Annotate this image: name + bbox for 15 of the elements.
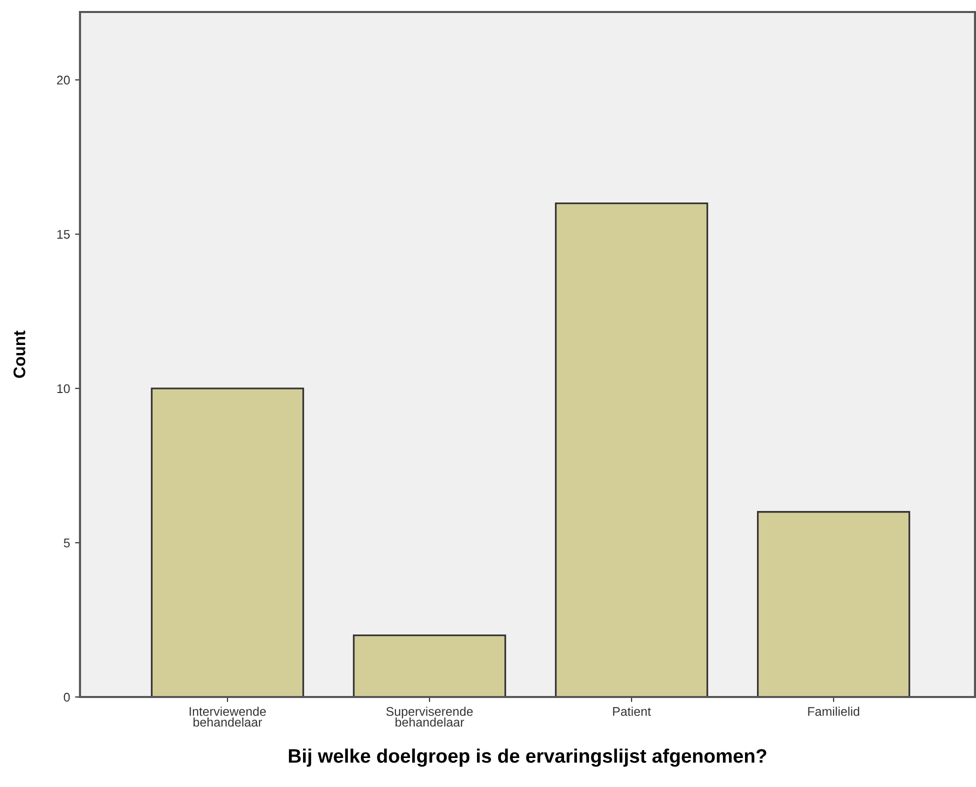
y-tick-label: 15: [57, 230, 70, 239]
x-tick-label: Patient: [613, 706, 651, 716]
x-tick-label: Familielid: [808, 706, 860, 716]
bar: [756, 511, 910, 697]
y-tick-label: 5: [64, 538, 70, 548]
bar: [554, 202, 708, 697]
bar: [150, 388, 304, 697]
bar: [352, 634, 506, 697]
x-tick-label: Superviserende behandelaar: [386, 706, 473, 727]
y-tick-label: 20: [57, 76, 70, 85]
x-axis-title: Bij welke doelgroep is de ervaringslijst afgenomen?: [288, 748, 766, 767]
y-tick-label: 10: [57, 384, 70, 394]
x-tick-label: Interviewende behandelaar: [190, 706, 266, 727]
y-axis-title: Count: [14, 330, 26, 378]
y-tick-label: 0: [64, 692, 70, 702]
